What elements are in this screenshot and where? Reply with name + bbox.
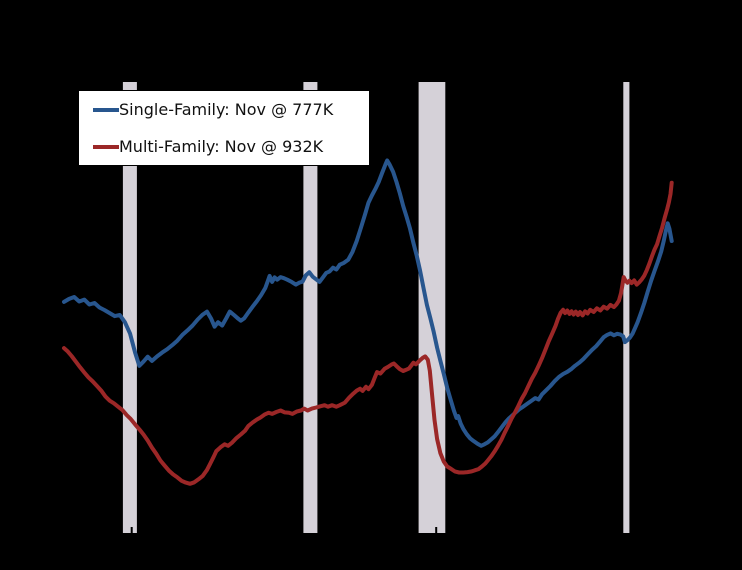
legend-item-single-family: Single-Family: Nov @ 777K [79,91,369,128]
single-family-line [62,158,674,448]
recession-band [623,82,630,533]
legend-label-single-family: Single-Family: Nov @ 777K [119,100,334,119]
single-family-line-swatch [93,107,119,112]
legend-item-multi-family: Multi-Family: Nov @ 932K [79,128,369,165]
recession-band [303,82,318,533]
multi-family-line-swatch [93,144,119,149]
legend-box: Single-Family: Nov @ 777K Multi-Family: … [78,90,370,166]
recession-band [418,82,446,533]
legend-label-multi-family: Multi-Family: Nov @ 932K [119,137,324,156]
multi-family-line [62,180,674,486]
